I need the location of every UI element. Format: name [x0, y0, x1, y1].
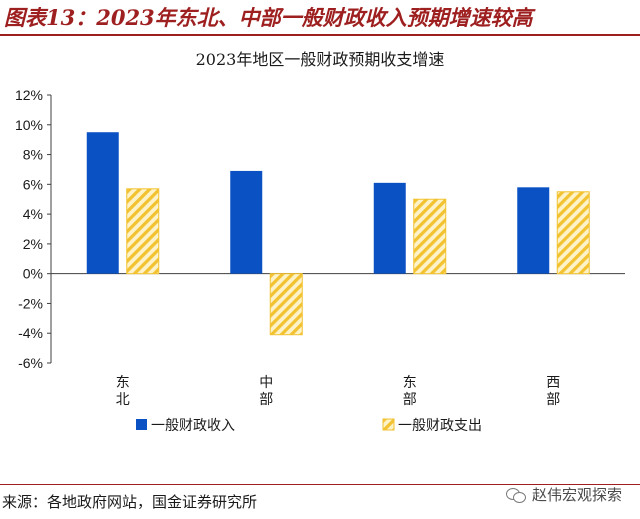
legend: 一般财政收入 一般财政支出 [136, 418, 482, 434]
category-label: 部 [403, 392, 417, 408]
legend-swatch-expense [382, 418, 395, 431]
category-label: 北 [116, 392, 130, 408]
legend-label: 一般财政支出 [398, 418, 482, 434]
watermark: 赵伟宏观探索 [505, 484, 622, 505]
bar-expense [269, 273, 303, 336]
bar-expense [413, 198, 447, 275]
legend-label: 一般财政收入 [151, 418, 235, 434]
y-tick-label: -6% [18, 355, 43, 371]
y-tick-label: -2% [18, 295, 43, 311]
source-note: 来源：各地政府网站，国金证券研究所 [2, 493, 258, 511]
bar-income [86, 132, 119, 274]
bar-income [230, 170, 263, 274]
watermark-text: 赵伟宏观探索 [531, 486, 622, 504]
y-tick-label: 4% [23, 206, 43, 222]
footer-divider [0, 484, 640, 485]
chart-title: 2023年地区一般财政预期收支增速 [195, 50, 445, 69]
y-tick-label: 6% [23, 176, 43, 192]
category-label: 部 [259, 392, 273, 408]
bar-income [517, 187, 550, 274]
y-tick-label: 2% [23, 236, 43, 252]
figure-header: 图表13：2023年东北、中部一般财政收入预期增速较高 [0, 0, 640, 36]
y-tick-label: 10% [15, 117, 43, 133]
y-tick-label: 8% [23, 147, 43, 163]
category-label: 部 [546, 392, 560, 408]
bar-expense [556, 191, 590, 275]
y-tick-label: 0% [23, 266, 43, 282]
category-label: 东 [116, 375, 130, 391]
bars [86, 132, 590, 336]
category-label: 中 [259, 375, 273, 391]
bar-expense [126, 188, 160, 275]
y-tick-label: -4% [18, 325, 43, 341]
bar-income [373, 182, 406, 274]
figure-title: 图表13：2023年东北、中部一般财政收入预期增速较高 [4, 5, 533, 30]
legend-swatch-income [136, 419, 147, 430]
wechat-icon [505, 487, 528, 503]
y-tick-label: 12% [15, 87, 43, 103]
category-label: 西 [546, 375, 560, 391]
category-label: 东 [403, 375, 417, 391]
